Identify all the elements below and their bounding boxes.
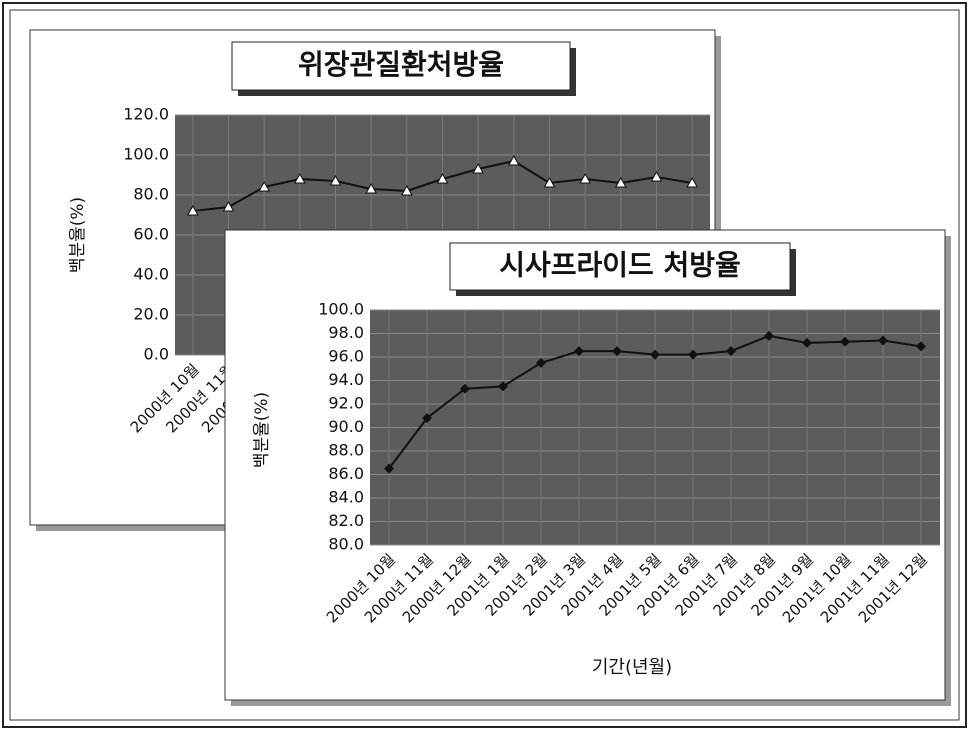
point [650,349,660,360]
y-tick-label: 20.0 [133,305,169,324]
point [498,381,508,392]
y-tick-label: 86.0 [328,464,364,483]
point [436,172,449,184]
point [460,383,470,394]
point [726,346,736,357]
y-tick-label: 60.0 [133,225,169,244]
y-tick-label: 120.0 [123,105,169,124]
point [365,182,378,194]
point [422,413,432,424]
point [293,172,306,184]
point [650,170,663,182]
chart-title: 위장관질환처방율 [298,48,504,81]
point [258,180,271,192]
point [878,335,888,346]
point [329,174,342,186]
point [916,341,926,352]
y-tick-label: 40.0 [133,265,169,284]
point [802,337,812,348]
y-axis-title: 백분율(%) [252,392,272,468]
point [614,176,627,188]
y-tick-label: 80.0 [328,535,364,554]
point [840,336,850,347]
point [222,200,235,212]
y-tick-label: 100.0 [123,145,169,164]
chart-title: 시사프라이드 처방율 [499,249,741,282]
point [400,184,413,196]
y-tick-label: 80.0 [133,185,169,204]
y-tick-label: 94.0 [328,370,364,389]
title-box [449,242,791,291]
y-axis-title: 백분율(%) [68,197,88,273]
x-axis-title: 기간(년월) [592,657,672,678]
y-tick-label: 98.0 [328,323,364,342]
title-box [231,41,571,91]
point [686,176,699,188]
y-tick-label: 90.0 [328,417,364,436]
y-tick-label: 82.0 [328,511,364,530]
point [764,330,774,341]
inner-frame [9,9,960,721]
point [543,176,556,188]
point [186,204,199,216]
y-tick-label: 100.0 [318,300,364,319]
point [472,162,485,174]
point [688,349,698,360]
y-tick-label: 88.0 [328,441,364,460]
point [612,346,622,357]
point [507,154,520,166]
y-tick-label: 84.0 [328,488,364,507]
y-tick-label: 0.0 [144,345,169,364]
y-tick-label: 92.0 [328,394,364,413]
point [384,463,394,474]
point [574,346,584,357]
y-tick-label: 96.0 [328,347,364,366]
point [579,172,592,184]
point [536,357,546,368]
